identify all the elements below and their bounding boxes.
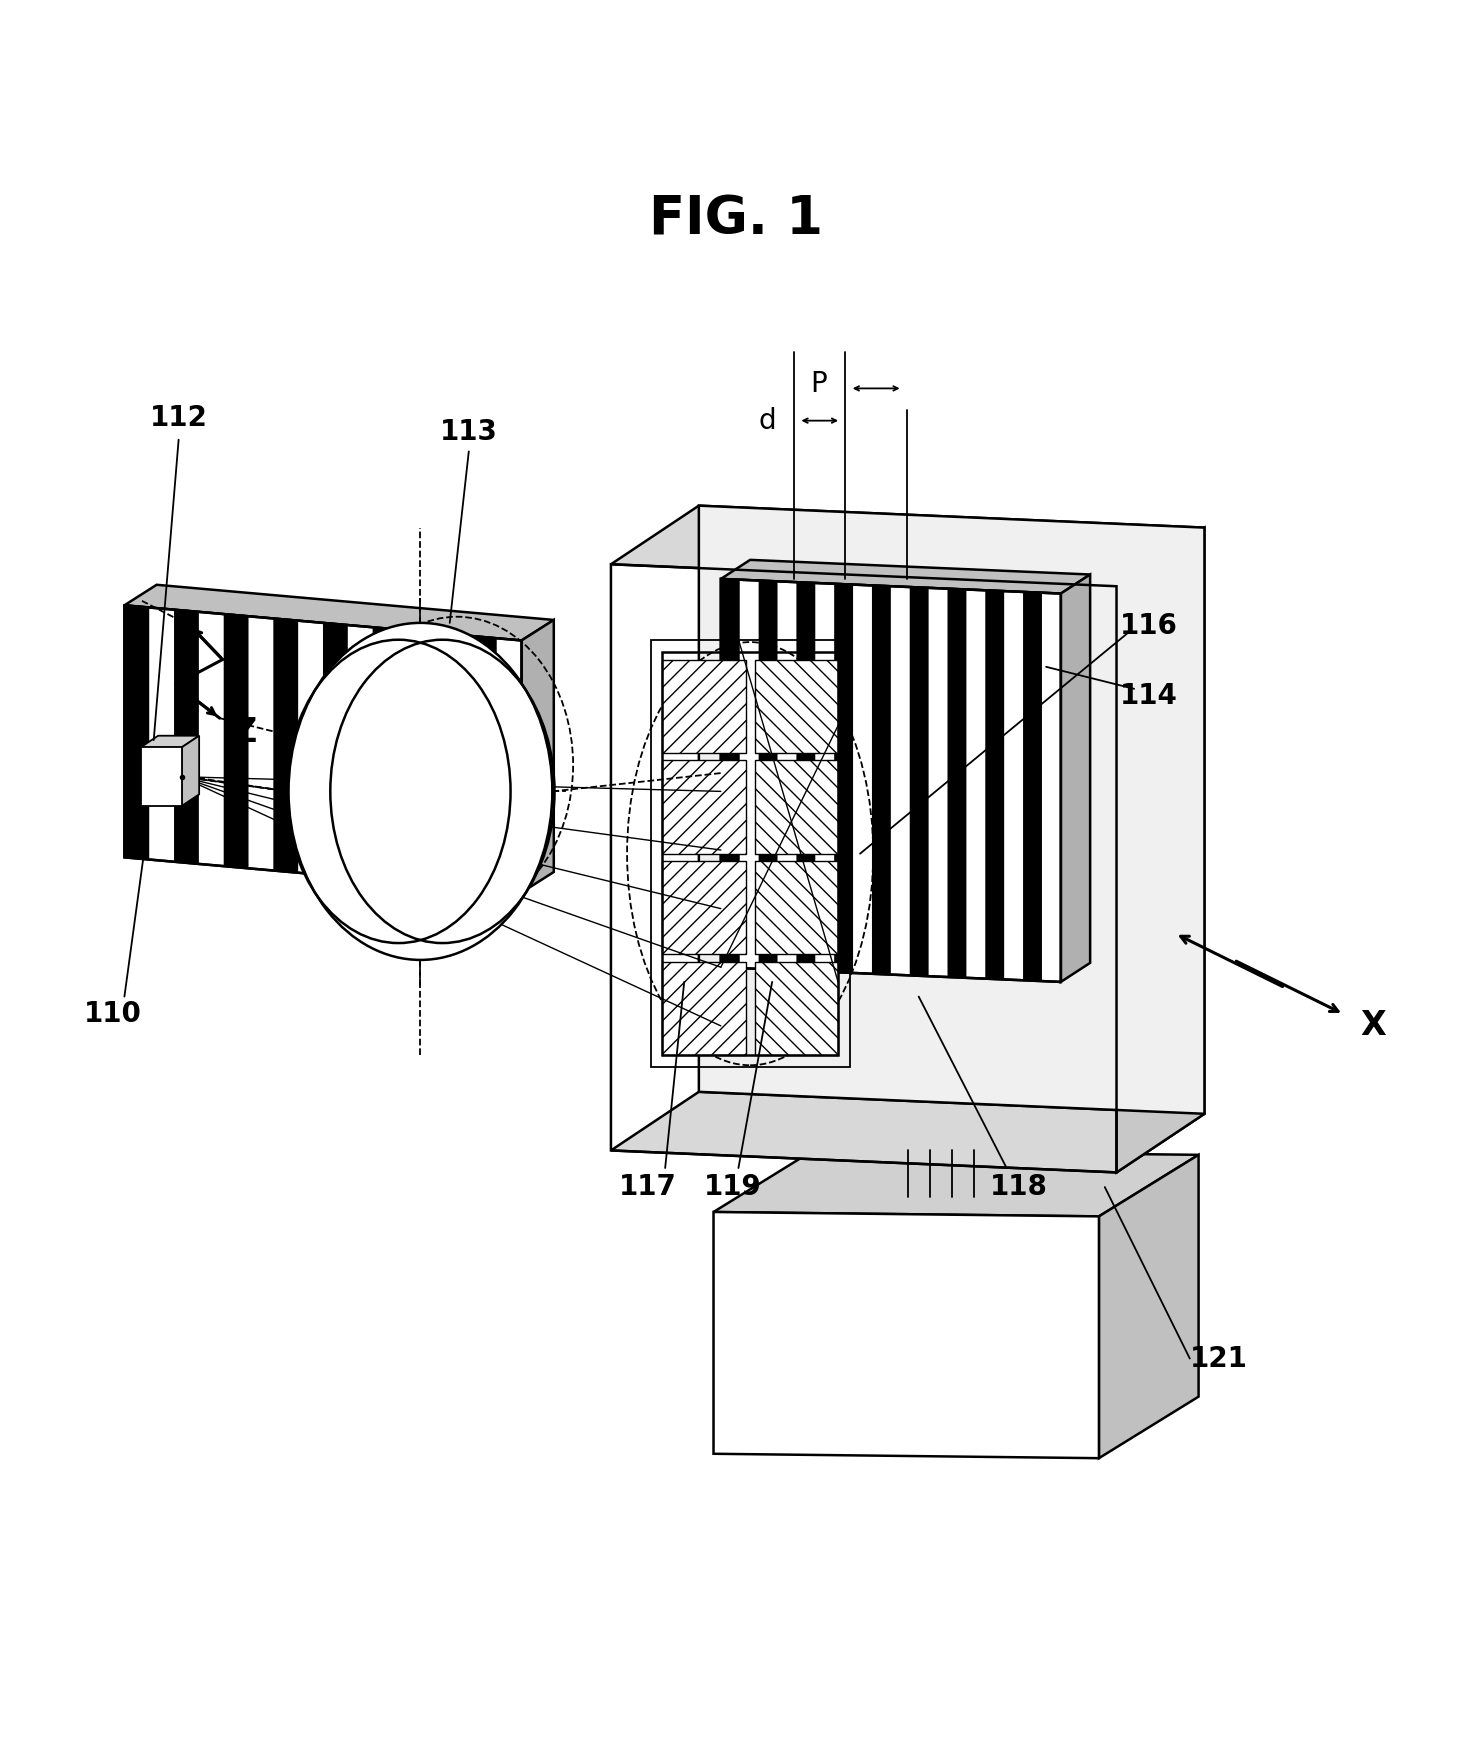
Text: d: d xyxy=(759,406,777,434)
Polygon shape xyxy=(796,582,815,971)
Text: 121: 121 xyxy=(1190,1345,1247,1373)
Polygon shape xyxy=(522,619,553,893)
Polygon shape xyxy=(755,760,838,853)
Polygon shape xyxy=(141,748,181,806)
Polygon shape xyxy=(713,1151,1199,1216)
Polygon shape xyxy=(472,637,497,891)
Polygon shape xyxy=(721,560,1090,593)
Text: 112: 112 xyxy=(150,403,207,433)
Polygon shape xyxy=(713,1212,1099,1458)
Polygon shape xyxy=(274,619,299,872)
Polygon shape xyxy=(721,579,1061,982)
Polygon shape xyxy=(125,584,553,640)
Polygon shape xyxy=(1116,528,1205,1172)
Polygon shape xyxy=(181,736,199,806)
Text: 114: 114 xyxy=(1119,682,1178,710)
Polygon shape xyxy=(422,631,447,886)
Text: 116: 116 xyxy=(1119,612,1178,640)
Polygon shape xyxy=(1099,1155,1199,1458)
Text: 113: 113 xyxy=(440,419,497,446)
Polygon shape xyxy=(1022,591,1041,982)
Polygon shape xyxy=(324,623,347,877)
Text: 117: 117 xyxy=(619,1174,677,1202)
Polygon shape xyxy=(125,605,522,893)
Text: FIG. 1: FIG. 1 xyxy=(649,194,822,246)
Polygon shape xyxy=(662,760,746,853)
Polygon shape xyxy=(372,628,397,881)
Polygon shape xyxy=(699,506,1205,1114)
Polygon shape xyxy=(755,862,838,954)
Polygon shape xyxy=(610,1092,1205,1172)
Polygon shape xyxy=(224,614,249,869)
Polygon shape xyxy=(755,961,838,1055)
Polygon shape xyxy=(662,659,746,753)
Polygon shape xyxy=(174,610,199,863)
Polygon shape xyxy=(721,579,740,968)
Text: 118: 118 xyxy=(990,1174,1047,1202)
Polygon shape xyxy=(947,589,966,978)
Polygon shape xyxy=(141,736,199,748)
Polygon shape xyxy=(759,581,778,970)
Polygon shape xyxy=(986,589,1005,980)
Polygon shape xyxy=(662,862,746,954)
Text: P: P xyxy=(811,370,827,398)
Polygon shape xyxy=(125,605,149,860)
Polygon shape xyxy=(872,586,891,975)
Text: X: X xyxy=(1361,1010,1386,1043)
Ellipse shape xyxy=(288,623,552,959)
Polygon shape xyxy=(755,659,838,753)
Text: 110: 110 xyxy=(84,999,141,1029)
Text: 119: 119 xyxy=(703,1174,762,1202)
Polygon shape xyxy=(1061,574,1090,982)
Polygon shape xyxy=(909,588,928,977)
Polygon shape xyxy=(662,961,746,1055)
Text: Z: Z xyxy=(232,717,257,750)
Polygon shape xyxy=(834,584,853,973)
Polygon shape xyxy=(610,506,1205,586)
